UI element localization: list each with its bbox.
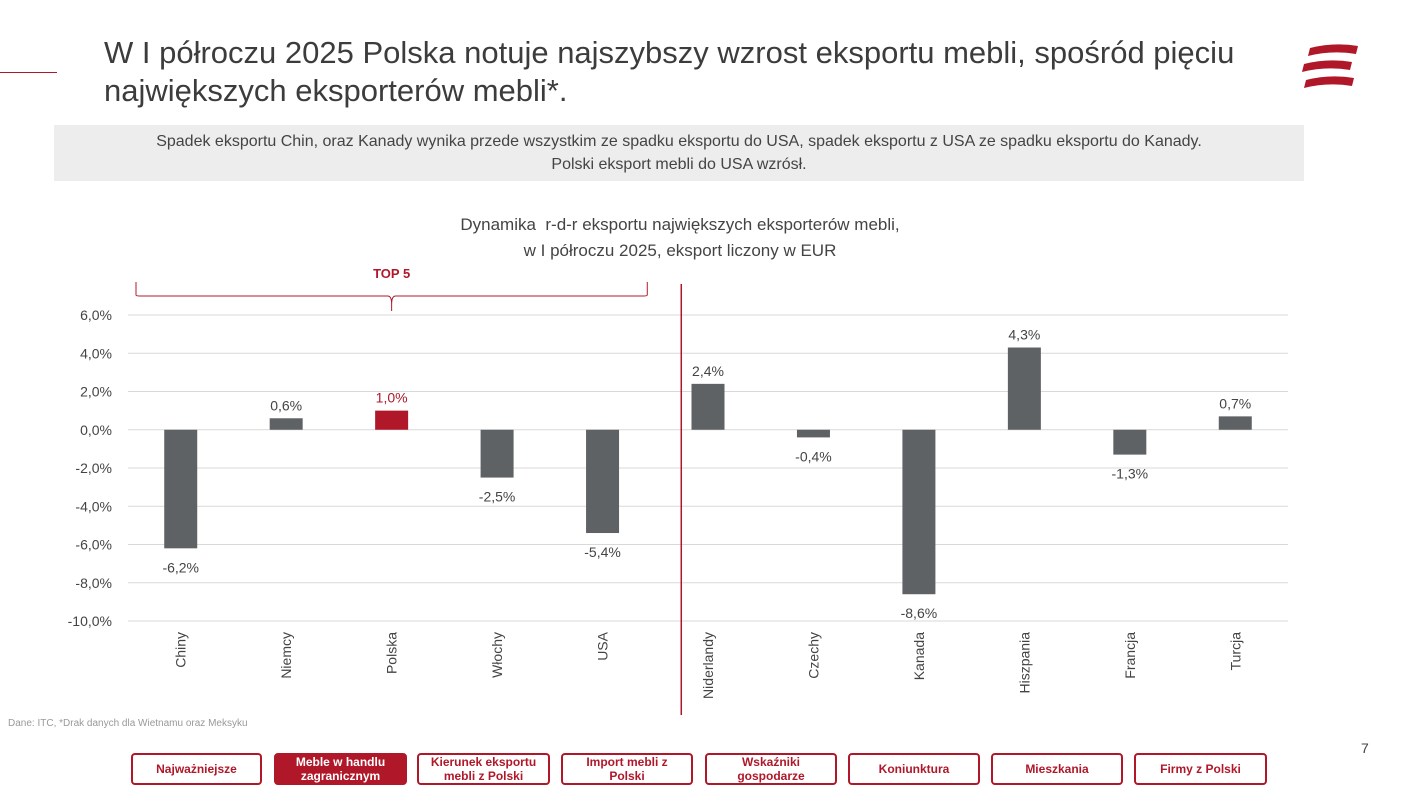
bar-francja (1113, 429, 1147, 455)
page-title: W I półroczu 2025 Polska notuje najszybs… (104, 35, 1235, 108)
chart-title-line-1: Dynamika r-d-r eksportu największych eks… (460, 215, 899, 234)
value-label: -5,4% (584, 544, 621, 560)
bar-chart: Dynamika r-d-r eksportu największych eks… (68, 215, 1288, 715)
nav-button-mieszkania[interactable]: Mieszkania (991, 753, 1123, 785)
y-tick-label: -10,0% (68, 613, 112, 629)
nav-label: Kierunek eksportu mebli z Polski (430, 755, 537, 783)
y-tick-label: -8,0% (75, 575, 112, 591)
x-category-label: Włochy (489, 632, 505, 678)
value-label: 4,3% (1008, 327, 1040, 343)
chart-title-line-2: w I półroczu 2025, eksport liczony w EUR (523, 241, 837, 260)
x-category-label: Kanada (911, 632, 927, 680)
value-label: 1,0% (376, 390, 408, 406)
x-category-label: Francja (1122, 632, 1138, 679)
y-tick-label: 0,0% (80, 422, 112, 438)
y-tick-label: 6,0% (80, 307, 112, 323)
nav-label: Wskaźniki gospodarze (737, 755, 805, 783)
nav-label: Meble w handlu zagranicznym (295, 755, 386, 783)
subtitle-line-2: Polski eksport mebli do USA wzrósł. (551, 156, 807, 173)
bar-niemcy (269, 418, 303, 430)
nav-button-kierunek-eksportu[interactable]: Kierunek eksportu mebli z Polski (417, 753, 550, 785)
bar-usa (586, 429, 620, 534)
value-label: -1,3% (1112, 466, 1149, 482)
nav-button-koniunktura[interactable]: Koniunktura (848, 753, 980, 785)
bar-polska (375, 410, 409, 430)
x-category-label: USA (595, 631, 611, 660)
y-tick-label: 4,0% (80, 345, 112, 361)
nav-label: Import mebli z Polski (586, 755, 668, 783)
subtitle-box: Spadek eksportu Chin, oraz Kanady wynika… (54, 125, 1304, 181)
x-category-label: Chiny (173, 632, 189, 668)
bar-czechy (796, 429, 830, 438)
value-label: -6,2% (162, 559, 199, 575)
nav-label: Firmy z Polski (1160, 762, 1241, 776)
value-label: 2,4% (692, 363, 724, 379)
x-category-label: Niemcy (278, 632, 294, 679)
y-tick-label: -2,0% (75, 460, 112, 476)
nav-button-najwazniejsze[interactable]: Najważniejsze (131, 753, 262, 785)
top5-bracket (135, 282, 648, 311)
page-number: 7 (1361, 740, 1369, 756)
x-category-label: Polska (384, 632, 400, 674)
source-note: Dane: ITC, *Drak danych dla Wietnamu ora… (8, 718, 248, 729)
x-category-label: Hiszpania (1016, 632, 1032, 694)
bar-turcja (1218, 416, 1252, 430)
nav-button-firmy-z-polski[interactable]: Firmy z Polski (1134, 753, 1267, 785)
nav-button-wskazniki[interactable]: Wskaźniki gospodarze (705, 753, 837, 785)
subtitle-line-1: Spadek eksportu Chin, oraz Kanady wynika… (156, 133, 1202, 150)
value-label: -2,5% (479, 489, 516, 505)
bar-włochy (480, 429, 514, 478)
group-label: TOP 5 (373, 266, 410, 281)
x-category-label: Turcja (1227, 632, 1243, 671)
nav-label: Koniunktura (878, 762, 950, 776)
y-tick-label: -4,0% (75, 498, 112, 514)
nav-button-meble-w-handlu[interactable]: Meble w handlu zagranicznym (274, 753, 407, 785)
value-label: 0,7% (1219, 395, 1251, 411)
bar-kanada (902, 429, 936, 595)
brand-logo-icon (1302, 44, 1358, 88)
bar-niderlandy (691, 383, 725, 430)
nav-button-import-mebli[interactable]: Import mebli z Polski (561, 753, 693, 785)
x-category-label: Niderlandy (700, 632, 716, 699)
accent-line (0, 72, 57, 73)
value-label: -0,4% (795, 448, 832, 464)
x-category-label: Czechy (805, 632, 821, 679)
nav-label: Mieszkania (1025, 762, 1089, 776)
nav-label: Najważniejsze (156, 762, 237, 776)
y-tick-label: -6,0% (75, 537, 112, 553)
value-label: -8,6% (901, 605, 938, 621)
y-tick-label: 2,0% (80, 384, 112, 400)
bar-hiszpania (1007, 347, 1041, 430)
bar-chiny (164, 429, 198, 549)
value-label: 0,6% (270, 397, 302, 413)
